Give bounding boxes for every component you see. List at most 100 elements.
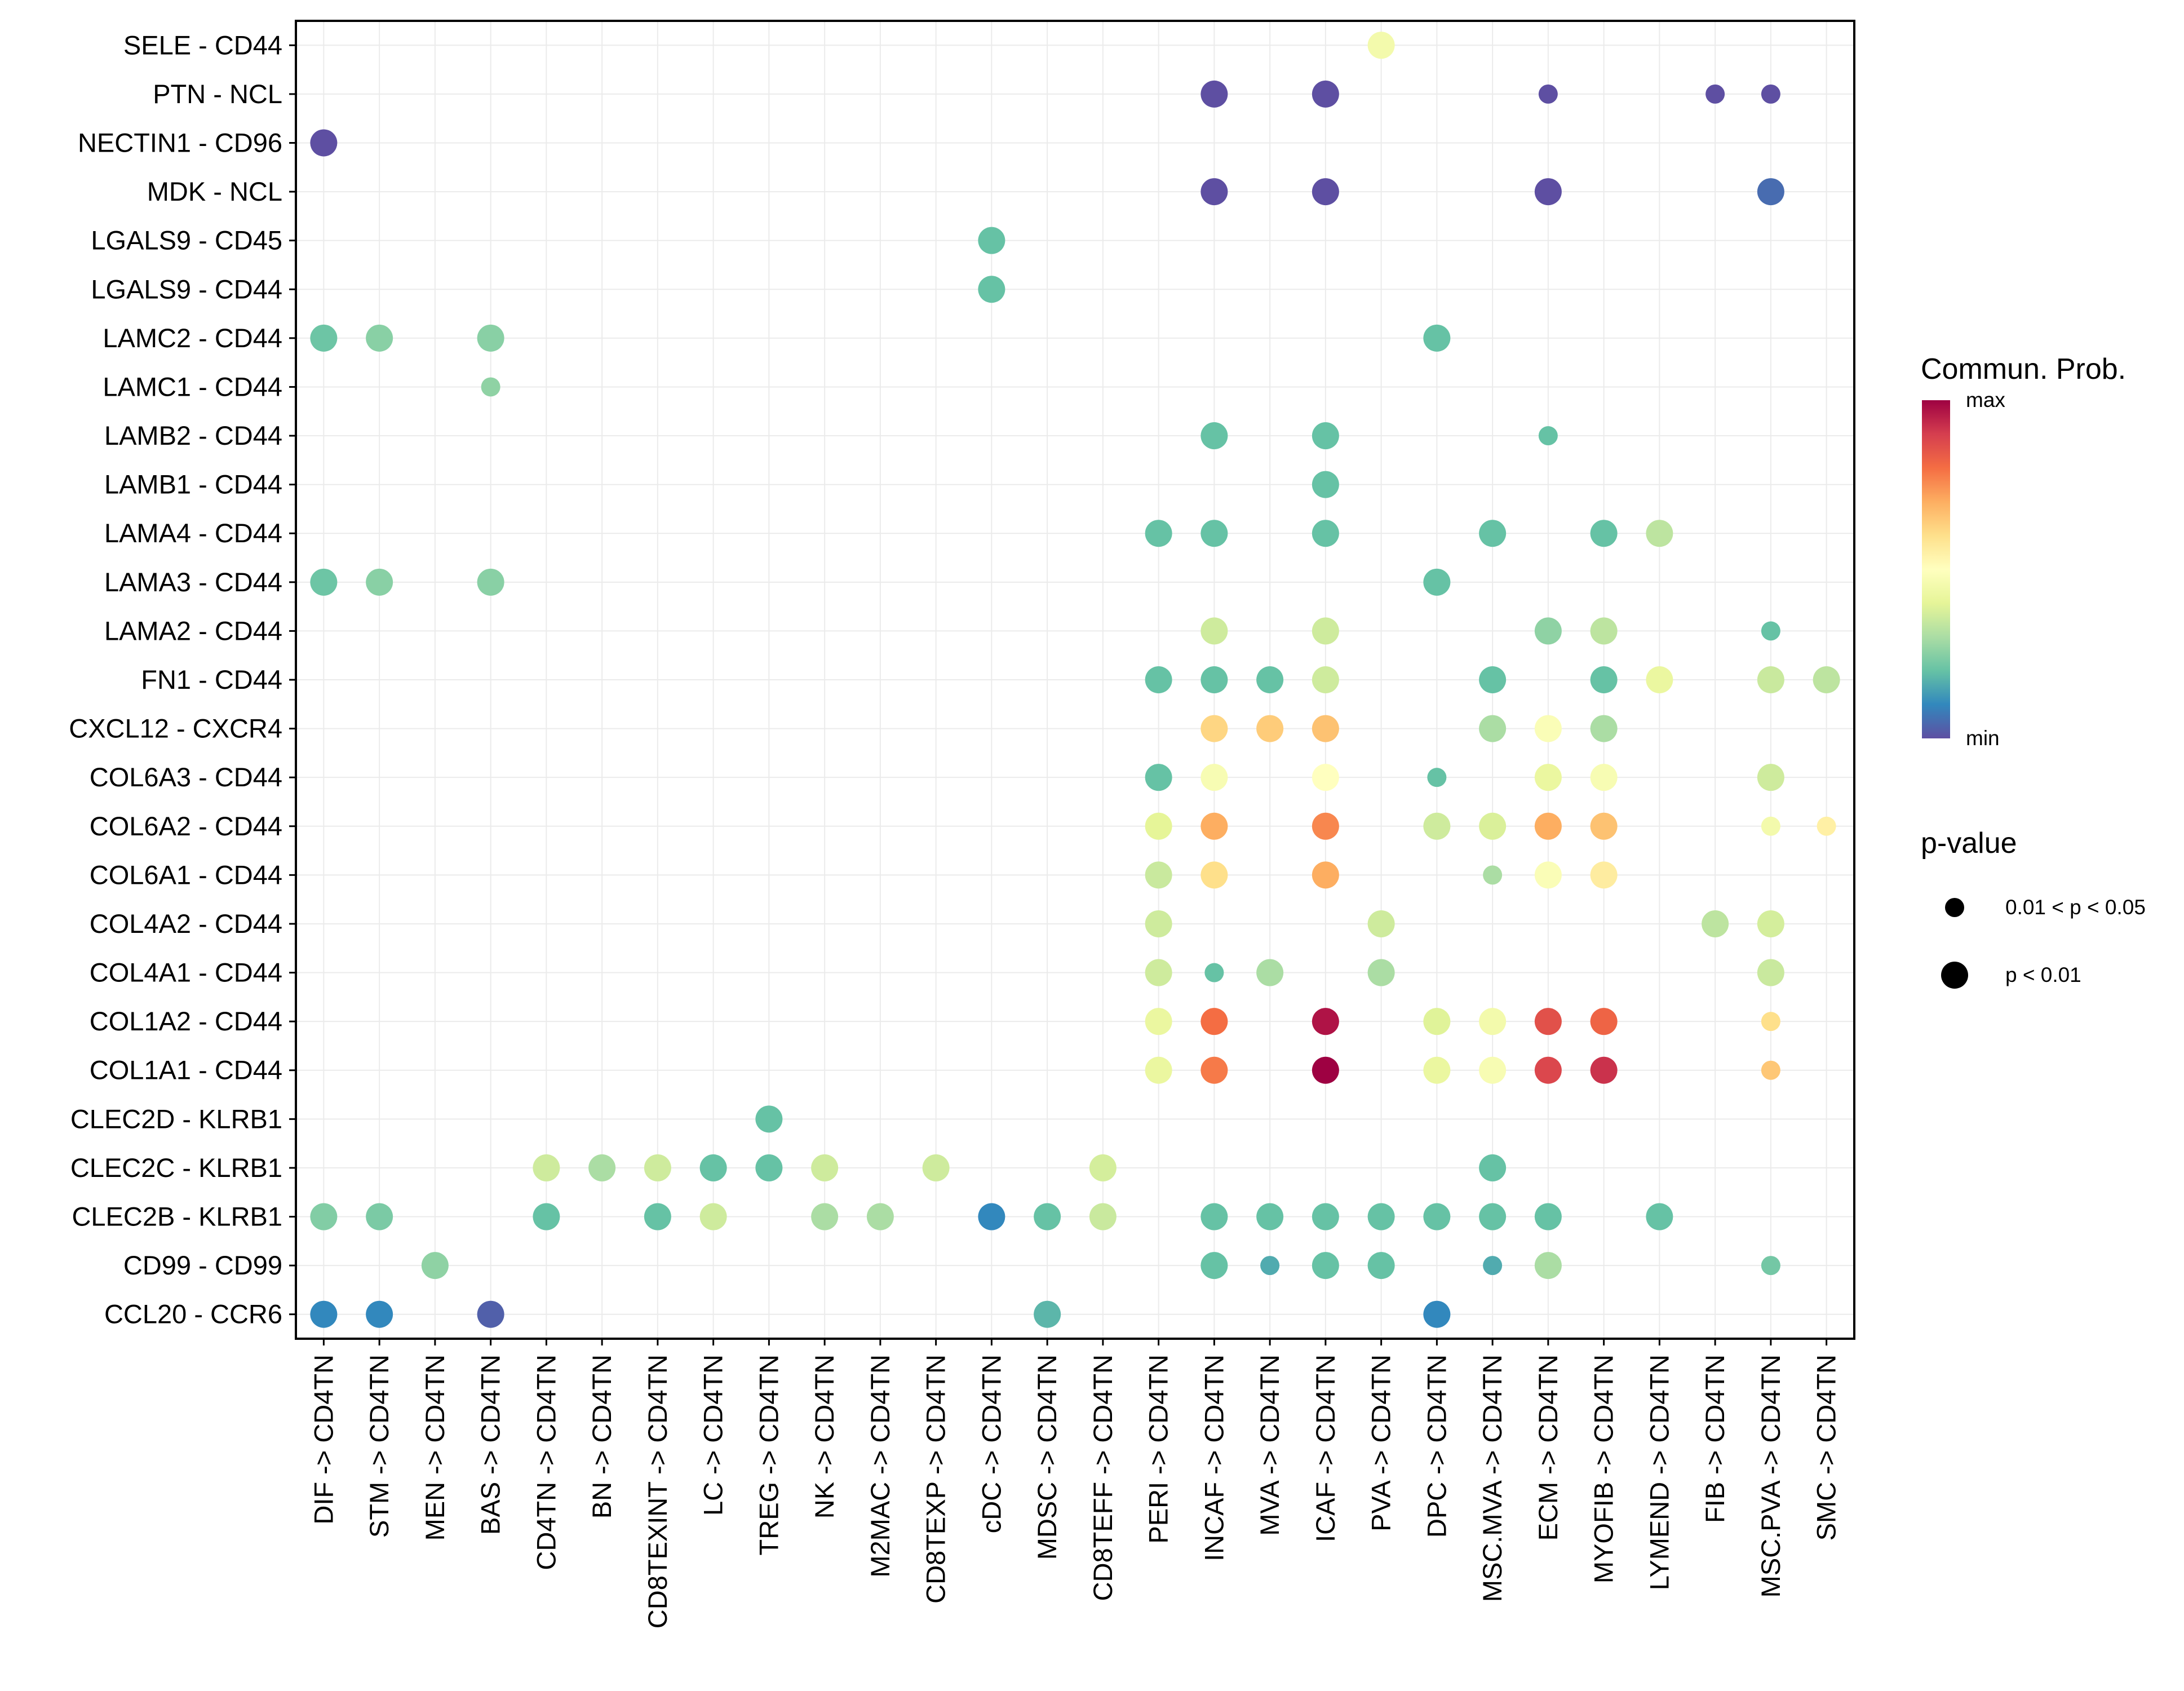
data-point — [1256, 959, 1284, 986]
data-point — [1479, 1008, 1507, 1035]
size-legend-key-small — [1945, 898, 1964, 917]
y-tick-label: LGALS9 - CD45 — [91, 225, 282, 255]
data-point — [1312, 764, 1339, 791]
data-point — [1312, 1008, 1339, 1035]
x-tick-label: PVA -> CD4TN — [1366, 1354, 1396, 1531]
data-point — [1534, 1252, 1562, 1280]
x-tick-label: INCAF -> CD4TN — [1199, 1354, 1229, 1561]
data-point — [644, 1203, 671, 1230]
data-point — [1367, 910, 1395, 937]
x-tick-label: cDC -> CD4TN — [976, 1354, 1006, 1533]
data-point — [811, 1203, 839, 1230]
y-tick-label: LAMB2 - CD44 — [104, 420, 282, 450]
size-legend-key-large — [1941, 962, 1968, 989]
x-tick-label: STM -> CD4TN — [364, 1354, 394, 1538]
data-point — [1200, 520, 1228, 547]
x-tick-label: CD8TEXP -> CD4TN — [921, 1354, 951, 1604]
x-tick-label: SMC -> CD4TN — [1811, 1354, 1841, 1541]
data-point — [310, 1300, 338, 1328]
y-tick-label: CXCL12 - CXCR4 — [69, 714, 282, 743]
size-legend-title: p-value — [1921, 827, 2017, 860]
y-tick-label: COL4A2 - CD44 — [90, 909, 282, 939]
data-point — [1312, 1252, 1339, 1280]
data-point — [755, 1154, 783, 1181]
data-point — [477, 1300, 504, 1328]
data-point — [1479, 1056, 1507, 1084]
data-point — [310, 324, 338, 352]
data-point — [1761, 1012, 1780, 1032]
data-point — [1757, 666, 1784, 693]
data-point — [1200, 1252, 1228, 1280]
y-tick-label: MDK - NCL — [147, 176, 282, 206]
data-point — [366, 568, 393, 596]
colorbar — [1922, 400, 1950, 738]
data-point — [1367, 32, 1395, 59]
data-point — [1145, 666, 1172, 693]
data-point — [1312, 861, 1339, 889]
data-point — [1761, 816, 1780, 836]
data-point — [1534, 617, 1562, 645]
y-tick-label: LAMC2 - CD44 — [103, 323, 282, 353]
data-point — [1534, 715, 1562, 742]
x-tick-label: CD8TEFF -> CD4TN — [1088, 1354, 1118, 1601]
y-tick-label: CCL20 - CCR6 — [104, 1299, 282, 1329]
x-tick-label: MSC.MVA -> CD4TN — [1477, 1354, 1507, 1602]
data-point — [699, 1203, 727, 1230]
y-tick-label: LAMB1 - CD44 — [104, 470, 282, 499]
data-point — [1312, 1056, 1339, 1084]
grid-lines — [296, 21, 1854, 1339]
data-point — [1312, 471, 1339, 498]
x-tick-label: BN -> CD4TN — [587, 1354, 617, 1519]
color-legend-title: Commun. Prob. — [1921, 353, 2126, 386]
data-point — [1367, 1203, 1395, 1230]
y-tick-label: LAMA4 - CD44 — [104, 518, 282, 548]
x-tick-label: FIB -> CD4TN — [1700, 1354, 1730, 1523]
data-point — [1534, 1008, 1562, 1035]
data-point — [421, 1252, 449, 1280]
data-point — [1312, 422, 1339, 450]
data-point — [533, 1154, 560, 1181]
x-tick-label: LYMEND -> CD4TN — [1644, 1354, 1674, 1590]
data-point — [1200, 80, 1228, 108]
data-point — [1256, 1203, 1284, 1230]
y-tick-label: COL6A3 - CD44 — [90, 762, 282, 792]
data-point — [1757, 764, 1784, 791]
data-point — [1590, 1056, 1618, 1084]
y-tick-label: LAMA3 - CD44 — [104, 567, 282, 597]
data-point — [699, 1154, 727, 1181]
data-point — [1590, 617, 1618, 645]
data-point — [1367, 959, 1395, 986]
data-point — [366, 324, 393, 352]
data-point — [1757, 910, 1784, 937]
data-point — [1646, 666, 1673, 693]
data-point — [1200, 715, 1228, 742]
data-point — [1200, 764, 1228, 791]
data-point — [1534, 764, 1562, 791]
data-point — [1423, 1056, 1451, 1084]
data-point — [477, 568, 504, 596]
data-point — [1312, 617, 1339, 645]
data-point — [1479, 812, 1507, 840]
data-point — [1813, 666, 1840, 693]
data-point — [1145, 1056, 1172, 1084]
x-tick-label: CD8TEXINT -> CD4TN — [643, 1354, 672, 1628]
data-point — [1034, 1300, 1061, 1328]
x-tick-label: CD4TN -> CD4TN — [531, 1354, 561, 1570]
data-point — [1312, 1203, 1339, 1230]
y-tick-label: COL1A2 - CD44 — [90, 1006, 282, 1036]
y-tick-label: CLEC2D - KLRB1 — [70, 1104, 282, 1134]
data-point — [1423, 568, 1451, 596]
y-tick-label: COL1A1 - CD44 — [90, 1055, 282, 1085]
colorbar-max-label: max — [1966, 388, 2005, 411]
x-tick-label: PERI -> CD4TN — [1144, 1354, 1173, 1544]
data-point — [481, 377, 500, 397]
data-point — [866, 1203, 894, 1230]
data-point — [1312, 666, 1339, 693]
data-point — [644, 1154, 671, 1181]
data-point — [1534, 861, 1562, 889]
data-point — [1479, 520, 1507, 547]
data-point — [1200, 861, 1228, 889]
data-point — [1145, 1008, 1172, 1035]
data-point — [1312, 520, 1339, 547]
data-point — [1646, 1203, 1673, 1230]
